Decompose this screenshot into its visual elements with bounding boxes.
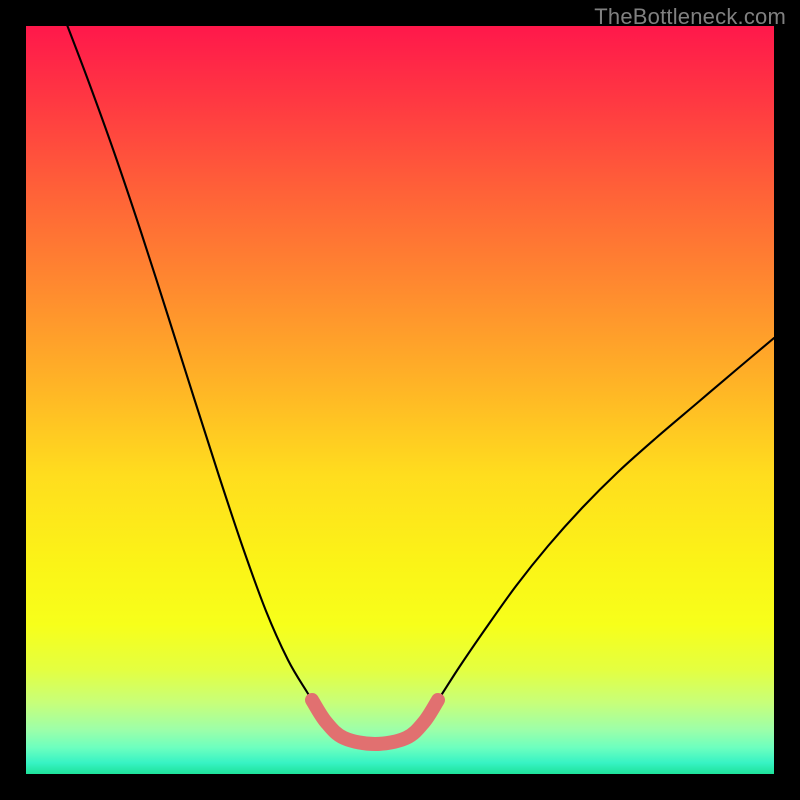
frame-left: [0, 0, 26, 800]
watermark-text: TheBottleneck.com: [594, 4, 786, 30]
frame-bottom: [0, 774, 800, 800]
plot-background: [26, 26, 774, 774]
bottleneck-chart: TheBottleneck.com: [0, 0, 800, 800]
chart-svg: [0, 0, 800, 800]
frame-right: [774, 0, 800, 800]
